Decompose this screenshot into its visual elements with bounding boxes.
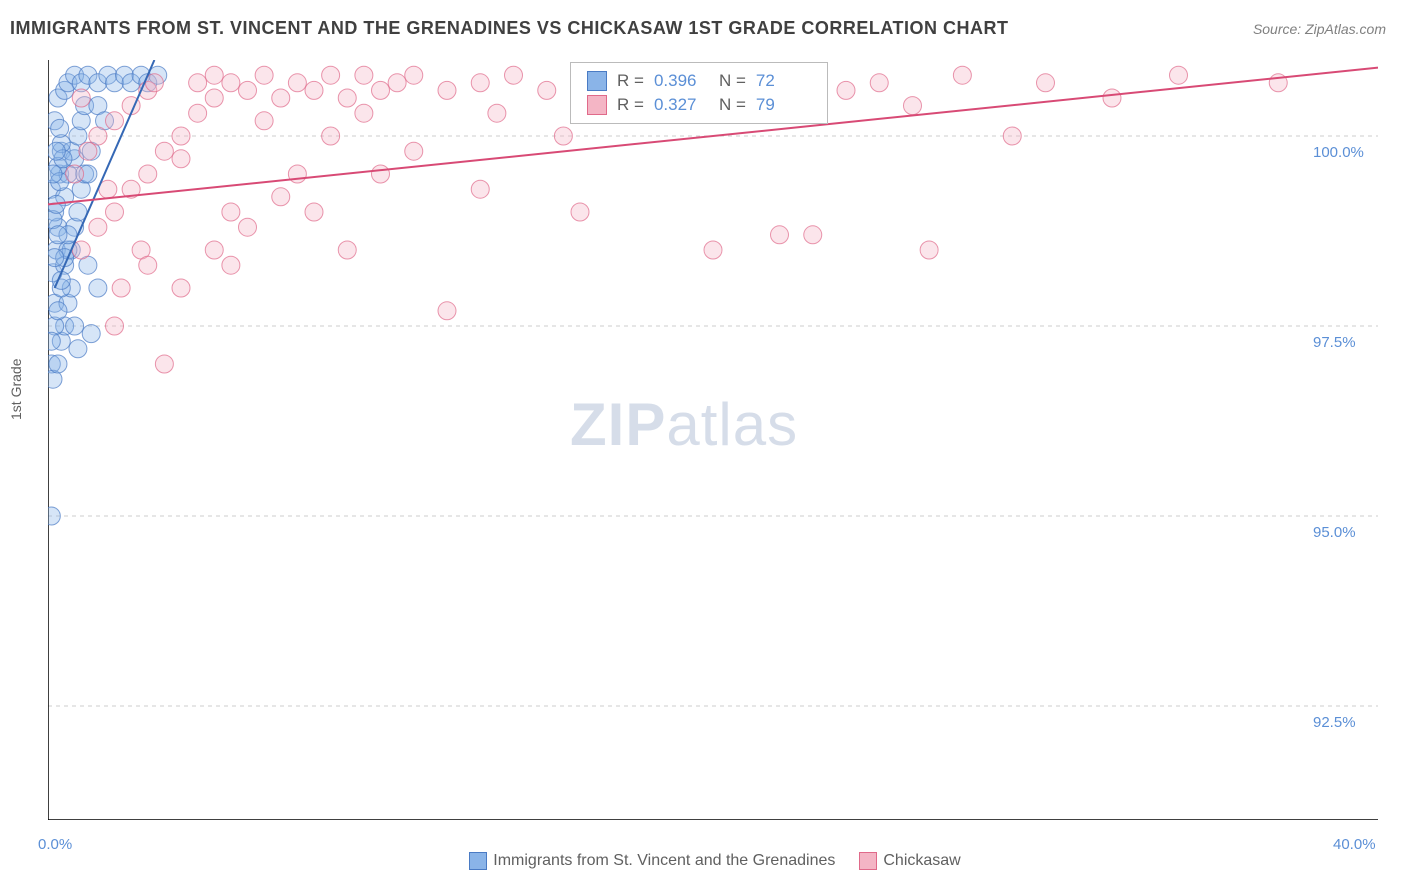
legend: Immigrants from St. Vincent and the Gren…: [0, 852, 1406, 870]
x-tick-label: 0.0%: [38, 836, 72, 853]
header-row: IMMIGRANTS FROM ST. VINCENT AND THE GREN…: [10, 18, 1386, 39]
y-tick-label: 92.5%: [1313, 714, 1356, 731]
stat-n-label: N =: [719, 95, 746, 115]
series-swatch: [587, 71, 607, 91]
legend-swatch: [469, 852, 487, 870]
y-tick-label: 100.0%: [1313, 144, 1364, 161]
legend-swatch: [859, 852, 877, 870]
correlation-stats-box: R = 0.396 N = 72 R = 0.327 N = 79: [570, 62, 828, 124]
stats-row: R = 0.396 N = 72: [587, 69, 811, 93]
x-tick-label: 40.0%: [1333, 836, 1376, 853]
stat-n-label: N =: [719, 71, 746, 91]
y-tick-label: 95.0%: [1313, 524, 1356, 541]
stat-n-value: 79: [756, 95, 811, 115]
legend-label: Chickasaw: [883, 852, 960, 869]
stat-n-value: 72: [756, 71, 811, 91]
stat-r-value: 0.327: [654, 95, 709, 115]
source-attribution: Source: ZipAtlas.com: [1253, 21, 1386, 37]
scatter-chart: [48, 60, 1378, 820]
stat-r-value: 0.396: [654, 71, 709, 91]
stat-r-label: R =: [617, 71, 644, 91]
stat-r-label: R =: [617, 95, 644, 115]
chart-title: IMMIGRANTS FROM ST. VINCENT AND THE GREN…: [10, 18, 1009, 39]
y-axis-label: 1st Grade: [8, 359, 24, 420]
y-tick-label: 97.5%: [1313, 334, 1356, 351]
stats-row: R = 0.327 N = 79: [587, 93, 811, 117]
legend-label: Immigrants from St. Vincent and the Gren…: [493, 852, 835, 869]
series-swatch: [587, 95, 607, 115]
